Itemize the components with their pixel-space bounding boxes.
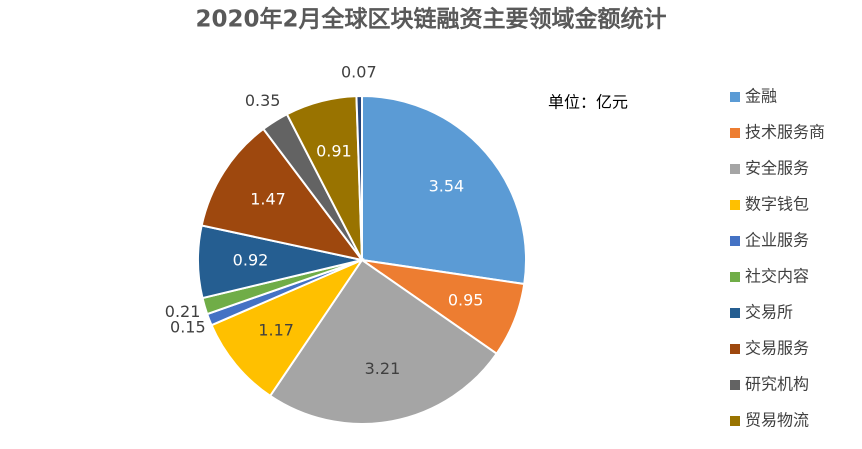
legend-swatch	[730, 164, 740, 174]
legend-swatch	[730, 200, 740, 210]
data-label: 0.91	[316, 142, 352, 161]
data-label: 3.21	[365, 359, 401, 378]
unit-annotation: 单位：亿元	[548, 93, 628, 112]
pie-slice	[210, 257, 365, 398]
legend-swatch	[730, 92, 740, 102]
data-label: 0.95	[448, 291, 484, 310]
data-label: 1.17	[258, 321, 294, 340]
data-label: 0.21	[165, 302, 201, 321]
legend-swatch	[730, 344, 740, 354]
legend-label: 企业服务	[745, 231, 809, 250]
legend-label: 贸易物流	[745, 411, 809, 430]
data-label: 1.47	[250, 189, 286, 208]
legend-label: 社交内容	[745, 267, 809, 286]
legend-label: 交易服务	[745, 339, 809, 358]
legend-swatch	[730, 380, 740, 390]
data-label: 0.35	[245, 91, 281, 110]
data-label: 0.15	[170, 318, 206, 337]
data-label: 0.92	[233, 251, 269, 270]
legend-swatch	[730, 236, 740, 246]
pie-slice	[355, 94, 363, 261]
legend-label: 数字钱包	[745, 195, 809, 214]
legend-swatch	[730, 272, 740, 282]
legend-swatch	[730, 308, 740, 318]
data-label: 0.07	[341, 63, 377, 82]
legend-label: 安全服务	[745, 159, 809, 178]
pie-slice	[200, 127, 365, 262]
chart-title: 2020年2月全球区块链融资主要领域金额统计	[195, 6, 666, 33]
legend-swatch	[730, 416, 740, 426]
legend-swatch	[730, 128, 740, 138]
legend-label: 技术服务商	[745, 123, 825, 142]
legend-label: 研究机构	[745, 375, 809, 394]
pie-slice	[268, 258, 499, 425]
pie-slice	[361, 94, 527, 286]
legend-label: 交易所	[745, 303, 793, 322]
data-label: 3.54	[429, 177, 465, 196]
legend-label: 金融	[745, 87, 777, 106]
